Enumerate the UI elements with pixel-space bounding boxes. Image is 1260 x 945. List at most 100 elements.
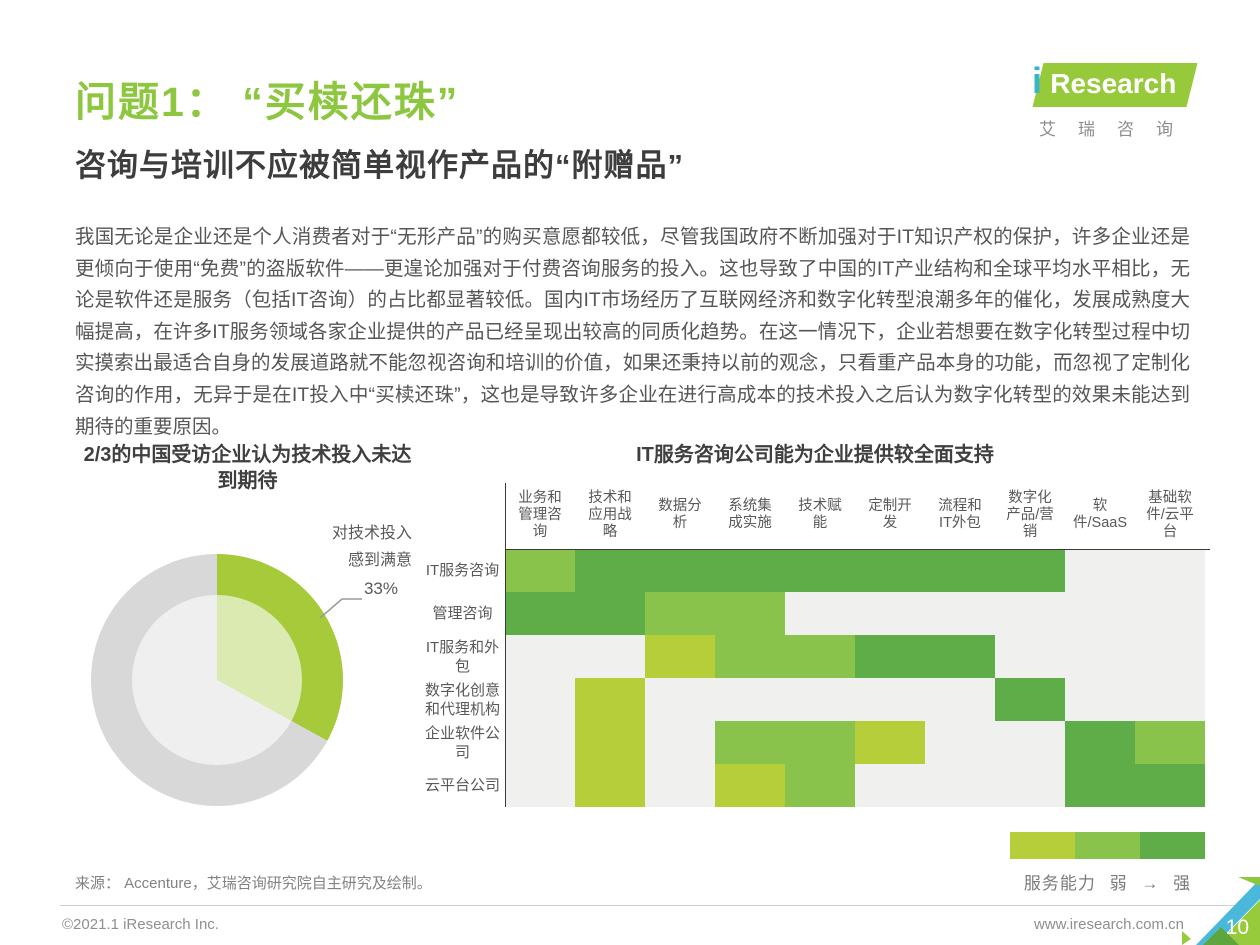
heatmap-cell: [715, 549, 785, 592]
heatmap-cell: [505, 549, 575, 592]
donut-chart-block: 2/3的中国受访企业认为技术投入未达到期待 对技术投入感到满意 33%: [75, 442, 420, 812]
heatmap-cell: [785, 764, 855, 807]
heatmap-cell: [995, 635, 1065, 678]
heatmap-cell: [1135, 592, 1205, 635]
heatmap-cell: [925, 764, 995, 807]
legend-text: 服务能力 弱 → 强: [1010, 869, 1205, 894]
heatmap-cell: [995, 764, 1065, 807]
heatmap-table: 业务和管理咨询 技术和应用战略 数据分析 系统集成实施 技术赋能 定制开发 流程和IT外包数…: [420, 481, 1210, 807]
heatmap-corner-cell: [420, 481, 505, 549]
legend-arrow-icon: →: [1141, 874, 1160, 893]
heatmap-cell: [855, 635, 925, 678]
heatmap-cell: [575, 592, 645, 635]
heatmap-cell: [505, 592, 575, 635]
heatmap-title: IT服务咨询公司能为企业提供较全面支持: [636, 444, 994, 466]
heatmap-cell: [785, 635, 855, 678]
logo-i-letter: i: [1031, 60, 1042, 101]
legend-swatch: [1075, 832, 1140, 859]
heatmap-cell: [995, 721, 1065, 764]
heatmap-axis-horizontal-line: [505, 549, 1210, 550]
heatmap-cell: [785, 549, 855, 592]
logo-green-parallelogram: Research: [1032, 63, 1198, 107]
legend-color-bar: [1010, 832, 1205, 859]
heatmap-row-label: 企业软件公司: [424, 724, 500, 761]
heatmap-cell: [575, 721, 645, 764]
heatmap-cell: [1065, 635, 1135, 678]
heatmap-grid: 业务和管理咨询 技术和应用战略 数据分析 系统集成实施 技术赋能 定制开发 流程和IT外包数…: [420, 481, 1210, 807]
heatmap-cell: [1065, 678, 1135, 721]
donut-chart-title: 2/3的中国受访企业认为技术投入未达到期待: [83, 444, 412, 492]
heatmap-row-label: 管理咨询: [432, 605, 493, 622]
heatmap-cell: [1065, 721, 1135, 764]
heatmap-col-header: 技术赋能: [798, 498, 842, 531]
donut-chart: [91, 554, 343, 806]
heatmap-col-header: 定制开发: [868, 498, 912, 531]
legend-swatch: [1010, 832, 1075, 859]
heatmap-cell: [1135, 635, 1205, 678]
heatmap-axis-vertical-line: [505, 483, 506, 807]
legend-weak-label: 弱: [1109, 874, 1128, 893]
heatmap-cell: [855, 721, 925, 764]
heatmap-cell: [1135, 721, 1205, 764]
heatmap-cell: [715, 592, 785, 635]
heatmap-cell: [785, 721, 855, 764]
heatmap-cell: [995, 678, 1065, 721]
logo-chinese-name: 艾瑞咨询: [1039, 120, 1195, 139]
heatmap-cell: [575, 549, 645, 592]
heatmap-cell: [575, 764, 645, 807]
heatmap-cell: [645, 678, 715, 721]
footer-divider: [60, 905, 1244, 906]
heatmap-cell: [1065, 549, 1135, 592]
heatmap-cell: [995, 592, 1065, 635]
source-note: 来源： Accenture，艾瑞咨询研究院自主研究及绘制。: [75, 875, 432, 892]
heatmap-cell: [925, 635, 995, 678]
heatmap-cell: [645, 592, 715, 635]
iresearch-logo: i Research 艾瑞咨询: [1026, 60, 1198, 140]
heatmap-cell: [1065, 592, 1135, 635]
heatmap-row-label: IT服务和外包: [425, 638, 500, 675]
page-title: 问题1： “买椟还珠”: [75, 79, 460, 125]
heatmap-row-label: 数字化创意和代理机构: [424, 681, 500, 718]
heatmap-cell: [505, 721, 575, 764]
heatmap-col-header: 软件/SaaS: [1073, 498, 1127, 531]
legend-label: 服务能力: [1023, 874, 1096, 893]
heatmap-cell: [1065, 764, 1135, 807]
body-paragraph: 我国无论是企业还是个人消费者对于“无形产品”的购买意愿都较低，尽管我国政府不断加…: [75, 226, 1190, 438]
heatmap-cell: [645, 764, 715, 807]
heatmap-cell: [1135, 549, 1205, 592]
heatmap-cell: [645, 721, 715, 764]
heatmap-row-label: IT服务咨询: [425, 562, 500, 579]
heatmap-cell: [925, 549, 995, 592]
logo-mark: i Research: [1026, 60, 1198, 108]
heatmap-cell: [575, 635, 645, 678]
donut-chart-area: 对技术投入感到满意 33%: [75, 500, 420, 812]
heatmap-cell: [855, 592, 925, 635]
heatmap-cell: [505, 764, 575, 807]
donut-slice-label-text: 对技术投入感到满意: [331, 525, 412, 569]
heatmap-cell: [925, 678, 995, 721]
heatmap-cell: [715, 721, 785, 764]
heatmap-legend: 服务能力 弱 → 强: [1010, 832, 1205, 894]
donut-slice-label: 对技术投入感到满意 33%: [328, 520, 412, 602]
heatmap-cell: [645, 635, 715, 678]
heatmap-col-header: 流程和IT外包: [938, 498, 982, 531]
legend-swatch: [1140, 832, 1205, 859]
heatmap-cell: [715, 635, 785, 678]
heatmap-cell: [645, 549, 715, 592]
heatmap-col-header: 技术和应用战略: [588, 489, 632, 540]
heatmap-cell: [995, 549, 1065, 592]
heatmap-cell: [925, 721, 995, 764]
logo-wordmark: Research: [1050, 68, 1177, 99]
heatmap-cell: [715, 678, 785, 721]
heatmap-col-header: 业务和管理咨询: [518, 489, 562, 540]
heatmap-cell: [575, 678, 645, 721]
heatmap-col-header: 系统集成实施: [728, 498, 772, 531]
heatmap-cell: [855, 678, 925, 721]
heatmap-block: IT服务咨询公司能为企业提供较全面支持 业务和管理咨询 技术和应用战略 数据分析 系统…: [420, 442, 1210, 893]
legend-strong-label: 强: [1173, 874, 1192, 893]
heatmap-cell: [855, 764, 925, 807]
heatmap-row-label: 云平台公司: [424, 777, 500, 794]
footer-copyright: ©2021.1 iResearch Inc.: [62, 916, 219, 933]
footer-website: www.iresearch.com.cn: [1033, 916, 1184, 933]
